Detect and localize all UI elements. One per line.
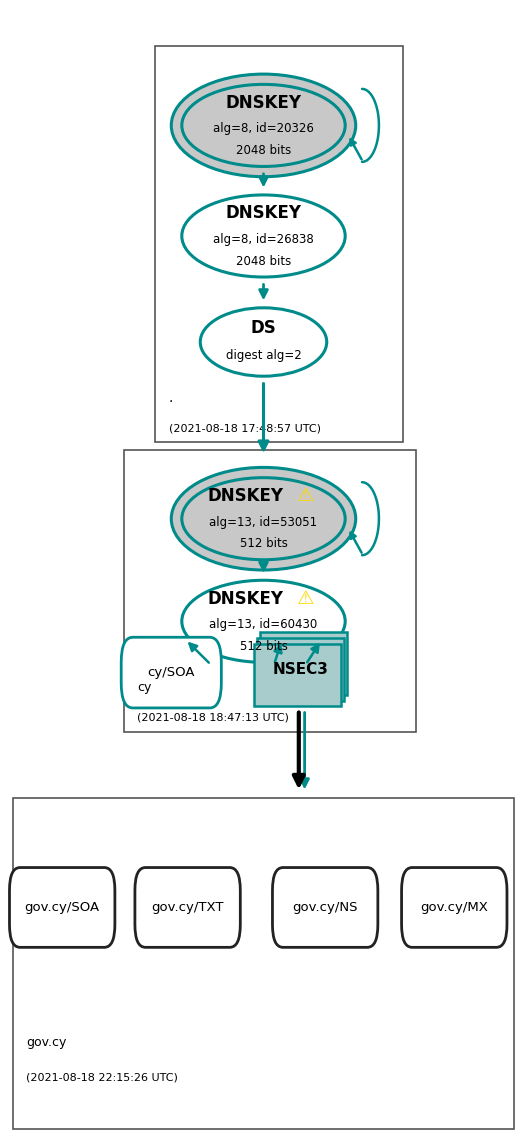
Text: digest alg=2: digest alg=2 bbox=[226, 349, 301, 363]
Ellipse shape bbox=[182, 195, 345, 277]
Text: gov.cy: gov.cy bbox=[26, 1036, 67, 1049]
Text: 2048 bits: 2048 bits bbox=[236, 254, 291, 268]
Text: gov.cy/MX: gov.cy/MX bbox=[421, 901, 488, 914]
FancyBboxPatch shape bbox=[259, 632, 347, 695]
Text: DNSKEY: DNSKEY bbox=[226, 204, 301, 222]
Text: gov.cy/TXT: gov.cy/TXT bbox=[151, 901, 224, 914]
FancyBboxPatch shape bbox=[272, 868, 378, 947]
Text: 512 bits: 512 bits bbox=[240, 537, 287, 551]
FancyBboxPatch shape bbox=[254, 643, 341, 707]
Ellipse shape bbox=[171, 467, 356, 570]
Ellipse shape bbox=[182, 84, 345, 166]
Text: (2021-08-18 17:48:57 UTC): (2021-08-18 17:48:57 UTC) bbox=[169, 423, 320, 433]
Text: alg=13, id=60430: alg=13, id=60430 bbox=[209, 618, 318, 632]
Text: ⚠: ⚠ bbox=[297, 487, 315, 505]
Ellipse shape bbox=[182, 478, 345, 560]
FancyBboxPatch shape bbox=[121, 637, 221, 708]
Text: gov.cy/NS: gov.cy/NS bbox=[292, 901, 358, 914]
Text: (2021-08-18 18:47:13 UTC): (2021-08-18 18:47:13 UTC) bbox=[137, 712, 289, 723]
FancyBboxPatch shape bbox=[257, 638, 344, 700]
Text: DNSKEY: DNSKEY bbox=[207, 487, 283, 505]
Text: alg=13, id=53051: alg=13, id=53051 bbox=[209, 515, 318, 529]
Text: gov.cy/SOA: gov.cy/SOA bbox=[25, 901, 100, 914]
Text: cy/SOA: cy/SOA bbox=[148, 666, 195, 679]
Ellipse shape bbox=[182, 580, 345, 662]
Text: DNSKEY: DNSKEY bbox=[207, 589, 283, 608]
Ellipse shape bbox=[200, 308, 327, 376]
Text: DNSKEY: DNSKEY bbox=[226, 93, 301, 112]
Text: NSEC3: NSEC3 bbox=[272, 661, 328, 677]
Text: ⚠: ⚠ bbox=[297, 589, 315, 608]
FancyBboxPatch shape bbox=[135, 868, 240, 947]
Text: DS: DS bbox=[251, 319, 276, 337]
Text: .: . bbox=[169, 391, 173, 405]
Text: 512 bits: 512 bits bbox=[240, 640, 287, 653]
Text: cy: cy bbox=[137, 682, 151, 694]
FancyBboxPatch shape bbox=[124, 450, 416, 732]
Ellipse shape bbox=[171, 74, 356, 177]
Text: alg=8, id=20326: alg=8, id=20326 bbox=[213, 122, 314, 136]
Text: alg=8, id=26838: alg=8, id=26838 bbox=[213, 233, 314, 246]
FancyBboxPatch shape bbox=[13, 798, 514, 1129]
Text: (2021-08-18 22:15:26 UTC): (2021-08-18 22:15:26 UTC) bbox=[26, 1073, 178, 1083]
FancyBboxPatch shape bbox=[402, 868, 507, 947]
FancyBboxPatch shape bbox=[155, 46, 403, 442]
Text: 2048 bits: 2048 bits bbox=[236, 144, 291, 157]
FancyBboxPatch shape bbox=[9, 868, 115, 947]
